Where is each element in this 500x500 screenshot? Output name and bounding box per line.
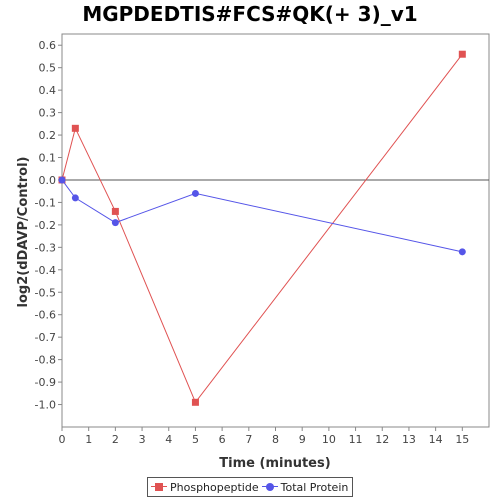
- x-tick-label: 13: [402, 433, 416, 446]
- y-tick-label: -0.5: [35, 286, 56, 299]
- chart-title: MGPDEDTIS#FCS#QK(+ 3)_v1: [82, 2, 418, 26]
- x-tick-label: 10: [322, 433, 336, 446]
- y-tick-label: 0.2: [39, 129, 57, 142]
- x-tick-label: 2: [112, 433, 119, 446]
- x-tick-label: 6: [219, 433, 226, 446]
- data-point-phosphopeptide: [458, 50, 466, 58]
- y-tick-label: 0.0: [39, 174, 57, 187]
- y-axis-label: log2(dDAVP/Control): [16, 157, 31, 308]
- x-tick-label: 11: [349, 433, 363, 446]
- x-tick-label: 5: [192, 433, 199, 446]
- y-tick-label: -0.6: [35, 309, 56, 322]
- y-tick-label: -0.8: [35, 354, 56, 367]
- y-tick-label: -0.9: [35, 376, 56, 389]
- y-tick-label: 0.6: [39, 39, 57, 52]
- legend-label-phosphopeptide: Phosphopeptide: [170, 480, 259, 494]
- legend-item-total-protein: Total Protein: [261, 480, 349, 494]
- x-tick-label: 12: [375, 433, 389, 446]
- x-tick-label: 0: [59, 433, 66, 446]
- x-tick-label: 15: [455, 433, 469, 446]
- data-point-total-protein: [111, 219, 119, 227]
- x-tick-label: 14: [429, 433, 443, 446]
- y-tick-label: 0.1: [39, 152, 57, 165]
- data-point-phosphopeptide: [71, 124, 79, 132]
- data-point-total-protein: [71, 194, 79, 202]
- data-point-total-protein: [458, 248, 466, 256]
- x-tick-label: 8: [272, 433, 279, 446]
- x-tick-label: 9: [299, 433, 306, 446]
- x-tick-label: 7: [245, 433, 252, 446]
- legend-swatch-total-protein: [261, 482, 278, 492]
- x-tick-label: 4: [165, 433, 172, 446]
- y-tick-label: 0.3: [39, 107, 57, 120]
- axes: 0 1 2 3 4 5 6 7 8 9 10 11 12 13 14 150.60.50.40.30.20.1…: [35, 33, 490, 446]
- y-tick-label: 0.5: [39, 62, 57, 75]
- data-point-total-protein: [191, 189, 199, 197]
- data-point-phosphopeptide: [111, 207, 119, 215]
- legend-label-total-protein: Total Protein: [280, 480, 349, 494]
- series-layer: [58, 50, 466, 406]
- x-axis-label: Time (minutes): [219, 456, 330, 471]
- y-tick-label: 0.4: [39, 84, 57, 97]
- y-tick-label: -0.3: [35, 241, 56, 254]
- y-tick-label: -0.1: [35, 196, 56, 209]
- legend: Phosphopeptide Total Protein: [147, 477, 353, 497]
- data-point-phosphopeptide: [191, 398, 199, 406]
- legend-swatch-phosphopeptide: [151, 482, 167, 492]
- y-tick-label: -0.7: [35, 331, 56, 344]
- legend-item-phosphopeptide: Phosphopeptide: [151, 481, 259, 494]
- plot-area: [61, 33, 490, 428]
- y-tick-label: -0.2: [35, 219, 56, 232]
- y-tick-label: -1.0: [35, 399, 56, 412]
- x-tick-label: 1: [85, 433, 92, 446]
- data-point-total-protein: [58, 176, 66, 184]
- x-tick-label: 3: [139, 433, 146, 446]
- y-tick-label: -0.4: [35, 264, 56, 277]
